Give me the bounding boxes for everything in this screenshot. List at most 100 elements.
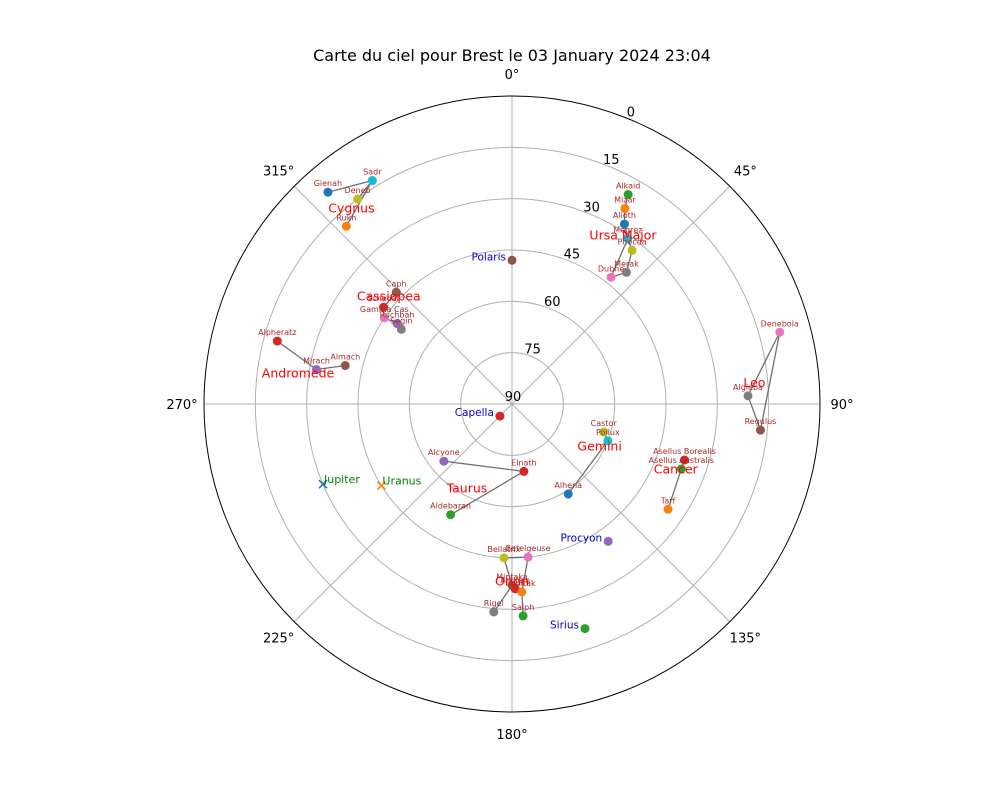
star-algieba (743, 391, 753, 401)
theta-tick-7: 315° (263, 165, 294, 180)
line-taurus-0 (443, 460, 524, 473)
star-label-bellatrix: Bellatrix (487, 545, 520, 554)
line-cygnus-2 (345, 180, 373, 227)
star-label-caph: Caph (386, 279, 407, 288)
bright-star-label-sirius: Sirius (550, 620, 579, 632)
star-label-mirach: Mirach (303, 357, 330, 366)
star-label-mizar: Mizar (614, 195, 636, 204)
line-cygnus-0 (327, 179, 373, 193)
star-label-castor: Castor (591, 419, 618, 428)
star-asellus-australis (676, 464, 686, 474)
theta-tick-0: 0° (505, 68, 520, 83)
constellation-label-orion: Orion (495, 573, 529, 588)
star-gienah (323, 187, 333, 197)
r-tick-75: 75 (524, 343, 541, 358)
star-saiph (518, 611, 528, 621)
line-leo-2 (747, 395, 762, 431)
star-label-phecda: Phecda (617, 237, 646, 246)
bright-star-label-polaris: Polaris (472, 251, 506, 263)
star-label-asellus-borealis: Asellus Borealis (653, 447, 716, 456)
star-asellus-borealis (680, 455, 690, 465)
constellation-label-taurus: Taurus (446, 480, 488, 495)
r-tick-0: 0 (627, 105, 635, 120)
star-merak (622, 267, 632, 277)
r-tick-15: 15 (603, 153, 620, 168)
azimuth-spoke-5 (293, 403, 513, 623)
star-betelgeuse (523, 552, 533, 562)
star-dubhe (606, 272, 616, 282)
r-tick-60: 60 (544, 295, 561, 310)
bright-star-polaris (507, 255, 517, 265)
line-orion-2 (503, 557, 513, 586)
star-label-mintaka: Mintaka (496, 572, 528, 581)
line-taurus-1 (450, 470, 525, 516)
theta-tick-5: 225° (263, 631, 294, 646)
star-label-deneb: Deneb (344, 186, 370, 195)
star-alkaid (623, 189, 633, 199)
planet-marker-jupiter (318, 479, 328, 489)
star-label-alkaid: Alkaid (616, 181, 640, 190)
planet-marker-uranus (376, 481, 386, 491)
star-label-alnitak: Alnitak (508, 579, 536, 588)
star-label-almach: Almach (330, 353, 360, 362)
star-label-elnath: Elnath (511, 458, 536, 467)
star-alnitak (517, 587, 527, 597)
star-label-rukh: Rukh (336, 213, 356, 222)
horizon-circle (203, 95, 821, 713)
line-orion-1 (521, 557, 529, 593)
star-points (272, 176, 785, 634)
r-tick-90: 90 (505, 390, 522, 405)
star-phecda (627, 245, 637, 255)
star-castor (599, 427, 609, 437)
star-aldebaran (446, 510, 456, 520)
star-label-alcyone: Alcyone (428, 448, 460, 457)
line-orion-6 (493, 585, 513, 613)
star-label-alioth: Alioth (613, 211, 636, 220)
star-deneb (353, 194, 363, 204)
star-rukh (341, 221, 351, 231)
star-segin (396, 324, 406, 334)
star-label-pollux: Pollux (596, 428, 620, 437)
star-gamma-cas (379, 313, 389, 323)
star-alhena (563, 489, 573, 499)
line-andromede-0 (276, 340, 317, 371)
labels: 0° 45° 90° 135° 180° 225° 270° 315° 0 15 30 45 60 75 9… (166, 68, 853, 743)
star-pollux (603, 436, 613, 446)
bright-star-label-procyon: Procyon (560, 532, 602, 544)
line-ursa-major-6 (610, 238, 629, 278)
star-label-gamma-cas: Gamma Cas (360, 305, 409, 314)
planet-label-uranus: Uranus (382, 475, 421, 488)
star-schedar (379, 302, 389, 312)
constellation-label-ursa-major: Ursa Major (589, 227, 657, 242)
star-label-merak: Merak (614, 259, 639, 268)
line-leo-1 (759, 332, 781, 431)
constellation-label-cassiopea: Cassiopea (357, 289, 421, 304)
planet-label-jupiter: Jupiter (323, 473, 360, 486)
star-mirach (312, 365, 322, 375)
azimuth-spoke-1 (511, 185, 731, 405)
star-regulus (755, 425, 765, 435)
star-label-rigel: Rigel (484, 599, 504, 608)
line-cancer-1 (667, 468, 682, 510)
star-label-tarf: Tarf (660, 496, 676, 505)
theta-tick-1: 45° (734, 165, 757, 180)
constellation-label-andromede: Andromede (262, 366, 335, 381)
star-denebola (775, 327, 785, 337)
star-label-betelgeuse: Betelgeuse (506, 544, 551, 553)
star-almach (340, 361, 350, 371)
star-label-ruchbah: Ruchbah (380, 311, 415, 320)
star-rigel (489, 607, 499, 617)
line-gemini-1 (567, 440, 609, 495)
star-label-regulus: Regulus (745, 417, 777, 426)
r-tick-30: 30 (583, 200, 600, 215)
bright-star-sirius (580, 624, 590, 634)
constellation-label-cancer: Cancer (654, 462, 699, 477)
star-label-denebola: Denebola (761, 319, 799, 328)
star-sadr (367, 176, 377, 186)
star-caph (391, 287, 401, 297)
star-alpheratz (272, 336, 282, 346)
star-label-asellus-australis: Asellus Australis (649, 456, 714, 465)
star-label-dubhe: Dubhe (598, 264, 624, 273)
